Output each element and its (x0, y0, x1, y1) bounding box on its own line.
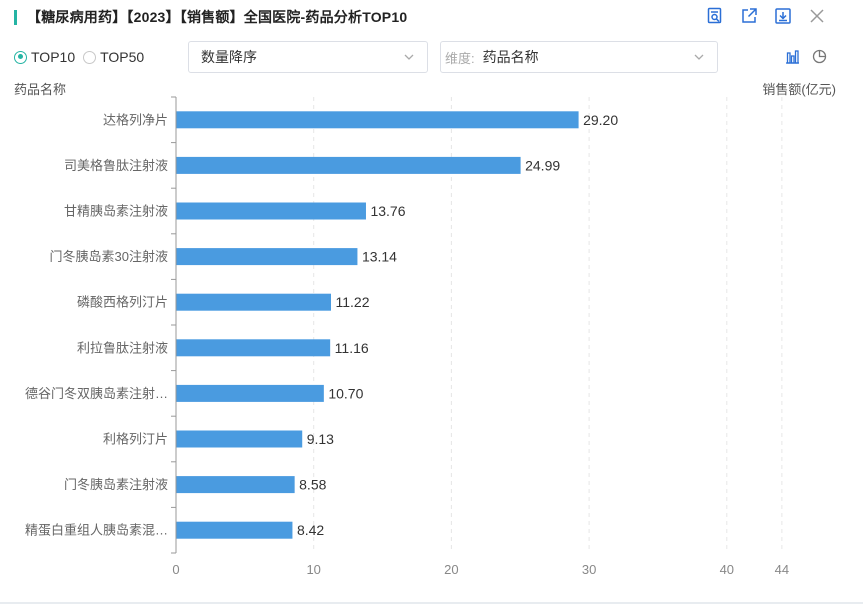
bar[interactable] (176, 156, 521, 174)
dimension-select-value: 药品名称 (482, 49, 539, 65)
y-axis-title: 药品名称 (14, 82, 67, 97)
radio-unchecked-icon (83, 50, 97, 64)
radio-label: TOP10 (31, 49, 76, 65)
x-tick-label: 44 (775, 562, 789, 577)
radio-top50[interactable]: TOP50 (83, 49, 144, 65)
sort-select[interactable]: 数量降序 (188, 41, 428, 73)
x-tick-label: 10 (306, 562, 320, 577)
x-axis-title: 销售额(亿元) (762, 82, 836, 97)
data-label: 24.99 (525, 157, 560, 173)
y-tick-label: 利格列汀片 (103, 432, 168, 447)
y-tick-label: 甘精胰岛素注射液 (64, 204, 168, 219)
y-tick-label: 磷酸西格列汀片 (77, 295, 168, 310)
dimension-select-prefix: 维度: (445, 50, 475, 66)
bar[interactable] (176, 293, 331, 311)
y-tick-label: 精蛋白重组人胰岛素混… (25, 523, 168, 538)
page-title: 【糖尿病用药】【2023】【销售额】全国医院-药品分析TOP10 (27, 9, 408, 25)
export-icon[interactable] (739, 6, 759, 26)
sort-select-value: 数量降序 (201, 49, 257, 65)
chevron-down-icon (404, 54, 414, 60)
bar[interactable] (176, 339, 331, 357)
y-tick-label: 门冬胰岛素注射液 (64, 477, 168, 492)
chart-type-switcher (785, 49, 827, 64)
data-label: 13.76 (370, 203, 405, 219)
bar[interactable] (176, 202, 366, 220)
data-label: 9.13 (307, 431, 334, 447)
download-icon[interactable] (773, 6, 793, 26)
data-label: 29.20 (583, 112, 618, 128)
data-label: 8.58 (299, 477, 326, 493)
bar[interactable] (176, 248, 358, 266)
title-accent-bar (14, 9, 17, 25)
header-toolbar (705, 6, 827, 26)
bar[interactable] (176, 521, 293, 539)
report-icon[interactable] (705, 6, 725, 26)
y-tick-label: 门冬胰岛素30注射液 (50, 249, 168, 264)
data-label: 13.14 (362, 249, 397, 265)
x-tick-label: 30 (582, 562, 596, 577)
dimension-select[interactable]: 维度: 药品名称 (440, 41, 718, 73)
bar[interactable] (176, 430, 303, 448)
bar[interactable] (176, 111, 579, 129)
radio-label: TOP50 (100, 49, 145, 65)
close-icon[interactable] (807, 6, 827, 26)
data-label: 8.42 (297, 522, 324, 538)
title-bar: 【糖尿病用药】【2023】【销售额】全国医院-药品分析TOP10 (14, 8, 407, 26)
data-label: 11.16 (335, 340, 369, 356)
pie-chart-icon[interactable] (812, 49, 827, 64)
radio-top10[interactable]: TOP10 (14, 49, 75, 65)
radio-checked-icon (14, 50, 27, 64)
bottom-divider (0, 602, 863, 604)
y-tick-label: 利拉鲁肽注射液 (77, 340, 168, 355)
x-tick-label: 20 (444, 562, 458, 577)
x-tick-label: 40 (720, 562, 734, 577)
data-label: 11.22 (335, 294, 369, 310)
bar-chart-icon[interactable] (785, 49, 800, 64)
chevron-down-icon (694, 54, 704, 60)
top-n-radio-group: TOP10 TOP50 (14, 49, 144, 65)
y-tick-label: 达格列净片 (103, 112, 168, 127)
bar[interactable] (176, 384, 324, 402)
y-tick-label: 德谷门冬双胰岛素注射… (25, 386, 168, 401)
bar[interactable] (176, 476, 295, 494)
data-label: 10.70 (328, 385, 363, 401)
y-tick-label: 司美格鲁肽注射液 (64, 158, 168, 173)
x-tick-label: 0 (172, 562, 179, 577)
